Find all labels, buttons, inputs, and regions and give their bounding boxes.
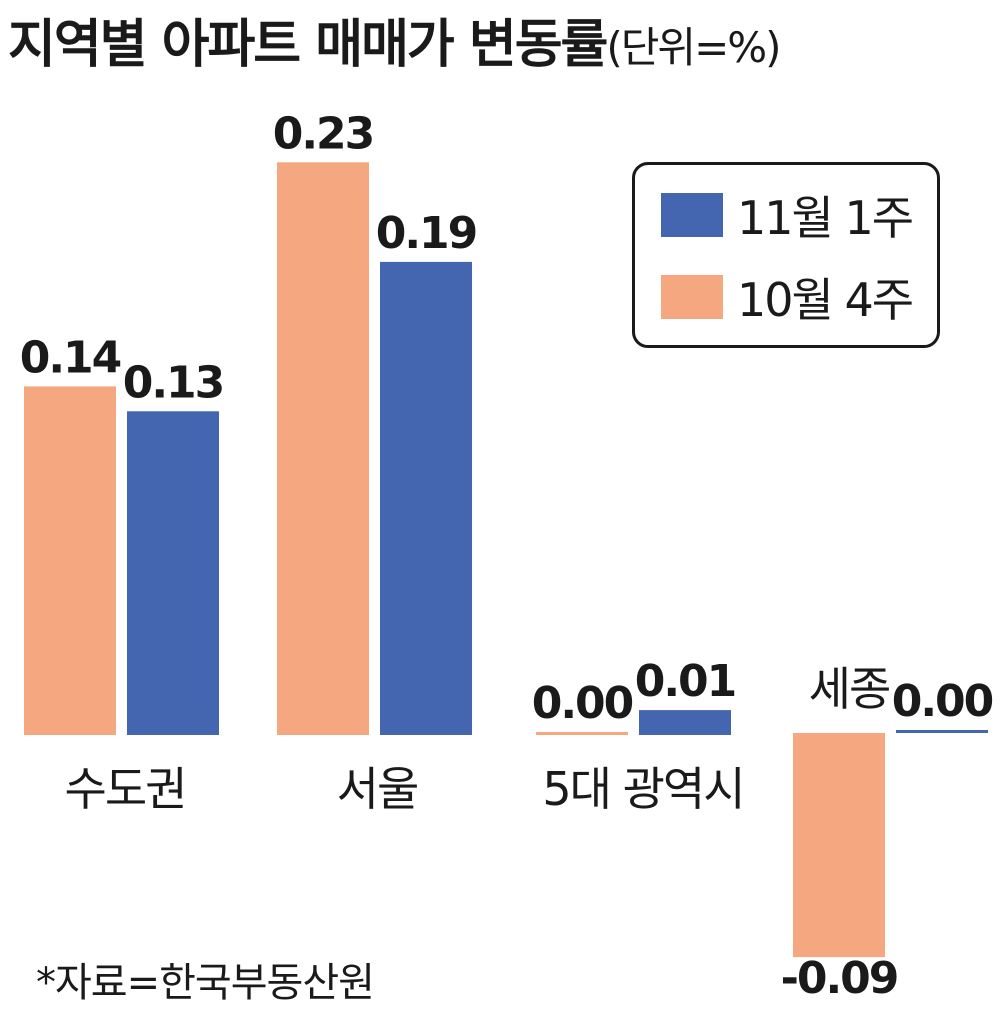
value-label-1-0: 0.23 (273, 108, 374, 159)
value-label-0-0: 0.14 (20, 332, 121, 383)
bar-2-0 (536, 732, 628, 735)
legend-swatch-oct-week4 (661, 275, 723, 319)
category-label-1: 서울 (337, 762, 418, 816)
value-label-2-0: 0.00 (532, 678, 633, 729)
legend: 11월 1주 10월 4주 (632, 162, 940, 348)
chart-title: 지역별 아파트 매매가 변동률 (8, 15, 608, 75)
chart-title-block: 지역별 아파트 매매가 변동률(단위=%) (8, 2, 782, 77)
legend-label-nov-week1: 11월 1주 (737, 191, 914, 245)
value-label-3-1: 0.00 (892, 676, 993, 727)
value-label-2-1: 0.01 (635, 656, 736, 707)
value-label-1-1: 0.19 (376, 208, 477, 259)
bar-2-1 (639, 710, 731, 735)
bar-0-1 (127, 411, 219, 735)
bar-0-0 (24, 386, 116, 735)
category-label-3: 세종 (809, 662, 890, 716)
bar-1-1 (380, 261, 472, 735)
bar-3-1 (896, 730, 988, 733)
bar-3-0 (793, 733, 885, 958)
bar-1-0 (277, 162, 369, 736)
category-label-2: 5대 광역시 (542, 762, 743, 816)
category-label-0: 수도권 (65, 762, 186, 816)
legend-item-oct-week4: 10월 4주 (661, 269, 914, 327)
value-label-0-1: 0.13 (123, 357, 224, 408)
unit-label: (단위=%) (606, 23, 781, 72)
value-label-3-0: -0.09 (781, 953, 898, 1004)
legend-label-oct-week4: 10월 4주 (737, 273, 914, 327)
legend-item-nov-week1: 11월 1주 (661, 187, 914, 245)
legend-swatch-nov-week1 (661, 193, 723, 237)
source-note: *자료=한국부동산원 (36, 960, 375, 1006)
